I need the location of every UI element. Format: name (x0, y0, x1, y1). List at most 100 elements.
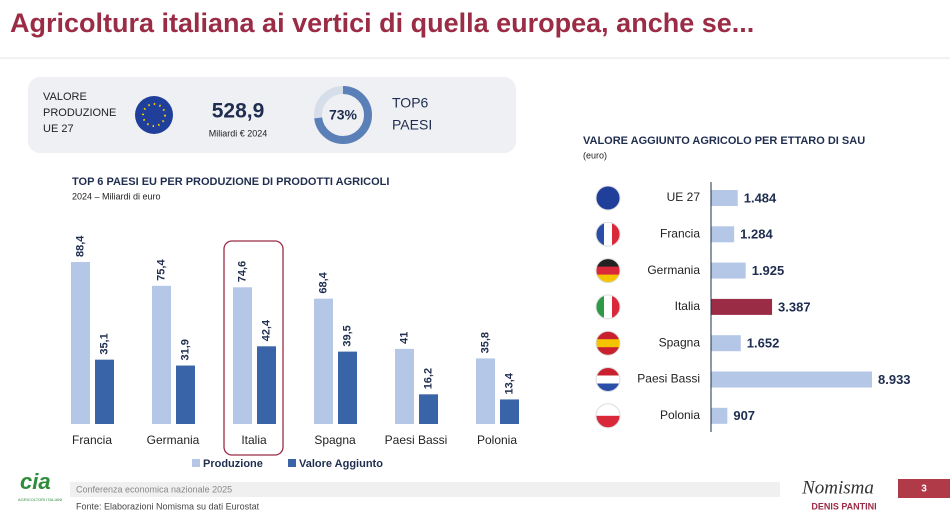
flag-stripe (596, 258, 620, 268)
y-tick-label: Italia (675, 299, 701, 313)
bar (314, 298, 333, 424)
page-number: 3 (921, 484, 927, 495)
legend-label: Produzione (203, 458, 263, 470)
kpi-amount: 528,9 (212, 100, 265, 123)
y-tick-label: Francia (660, 226, 700, 240)
kpi-unit: Miliardi € 2024 (209, 128, 268, 138)
bar (338, 351, 357, 424)
value-label: 1.484 (744, 190, 777, 205)
kpi-share-label: PAESI (392, 117, 432, 133)
x-tick-label: Italia (241, 433, 267, 447)
flag-stripe (596, 367, 620, 376)
flag-outline (595, 221, 621, 247)
y-tick-label: Polonia (660, 408, 700, 422)
flag-outline (595, 367, 621, 392)
bar (95, 359, 114, 424)
ring-label: 73% (329, 107, 358, 123)
flag-outline (595, 330, 621, 356)
value-label: 88,4 (74, 235, 86, 257)
highlight-box (223, 240, 284, 456)
chart-title: VALORE AGGIUNTO AGRICOLO PER ETTARO DI S… (583, 135, 865, 147)
bar (711, 190, 738, 206)
value-label: 3.387 (778, 299, 811, 314)
bar (233, 287, 252, 424)
flag-outline (595, 258, 621, 284)
footer-event: Conferenza economica nazionale 2025 (76, 484, 232, 494)
value-label: 907 (733, 408, 755, 423)
bar (711, 262, 746, 279)
bar (500, 399, 519, 424)
y-tick-label: UE 27 (667, 190, 701, 204)
kpi-label: UE 27 (43, 123, 74, 135)
legend-swatch (288, 459, 296, 467)
flag-stripe (596, 186, 620, 210)
flag-stripe (604, 222, 613, 247)
bar (395, 348, 414, 424)
bar (711, 371, 872, 388)
brand: Nomisma (801, 477, 874, 498)
flag-stripe (596, 222, 605, 247)
value-label: 31,9 (179, 339, 191, 360)
flag-stripe (596, 383, 620, 392)
slide-title: Agricoltura italiana ai vertici di quell… (10, 8, 754, 38)
flag-outline (595, 185, 621, 211)
bar (71, 262, 90, 424)
value-label: 1.284 (740, 227, 773, 242)
value-label: 75,4 (155, 259, 167, 281)
logo: cia (20, 469, 51, 494)
value-label: 1.652 (747, 336, 780, 351)
x-tick-label: Paesi Bassi (385, 433, 448, 447)
kpi-label: VALORE (43, 91, 87, 103)
legend-swatch (192, 459, 200, 467)
kpi-box (28, 77, 516, 153)
logo-sub: AGRICOLTORI ITALIANI (18, 497, 62, 502)
flag-outline (595, 294, 621, 320)
value-label: 74,6 (236, 261, 248, 282)
ring-share (314, 86, 372, 144)
y-tick-label: Paesi Bassi (637, 372, 700, 386)
value-label: 8.933 (878, 372, 911, 387)
value-label: 41 (398, 332, 410, 344)
bar (257, 346, 276, 424)
footer-source: Fonte: Elaborazioni Nomisma su dati Euro… (76, 501, 260, 511)
legend-label: Valore Aggiunto (299, 458, 383, 470)
bar (476, 358, 495, 424)
y-tick-label: Germania (647, 263, 700, 277)
flag-stripe (596, 331, 620, 340)
flag-stripe (596, 266, 620, 276)
bar (711, 407, 728, 424)
value-label: 16,2 (422, 368, 434, 389)
flag-stripe (596, 347, 620, 356)
flag-stripe (596, 415, 620, 428)
flag-outline (595, 403, 621, 429)
eu-flag (135, 96, 173, 134)
flag-stripe (612, 222, 620, 247)
x-tick-label: Spagna (314, 433, 356, 447)
flag-stripe (604, 294, 613, 319)
x-tick-label: Germania (147, 433, 200, 447)
value-label: 39,5 (341, 325, 353, 346)
flag-stripe (596, 403, 620, 417)
x-tick-label: Francia (72, 433, 112, 447)
flag-stripe (596, 294, 605, 319)
eu-stars (142, 103, 166, 127)
chart-title: TOP 6 PAESI EU PER PRODUZIONE DI PRODOTT… (72, 176, 389, 188)
chart-subtitle: (euro) (583, 150, 607, 160)
value-label: 68,4 (317, 271, 329, 293)
kpi-share-label: TOP6 (392, 95, 429, 111)
bar (711, 335, 741, 352)
bar (711, 298, 773, 315)
bar (152, 285, 171, 424)
x-tick-label: Polonia (477, 433, 517, 447)
value-label: 42,4 (260, 319, 272, 341)
flag-stripe (612, 294, 620, 319)
y-tick-label: Spagna (659, 335, 701, 349)
bar (419, 394, 438, 424)
kpi-label: PRODUZIONE (43, 107, 116, 119)
flag-stripe (596, 274, 620, 283)
footer-band (70, 482, 780, 497)
page-badge (898, 479, 950, 498)
value-label: 13,4 (503, 372, 515, 394)
